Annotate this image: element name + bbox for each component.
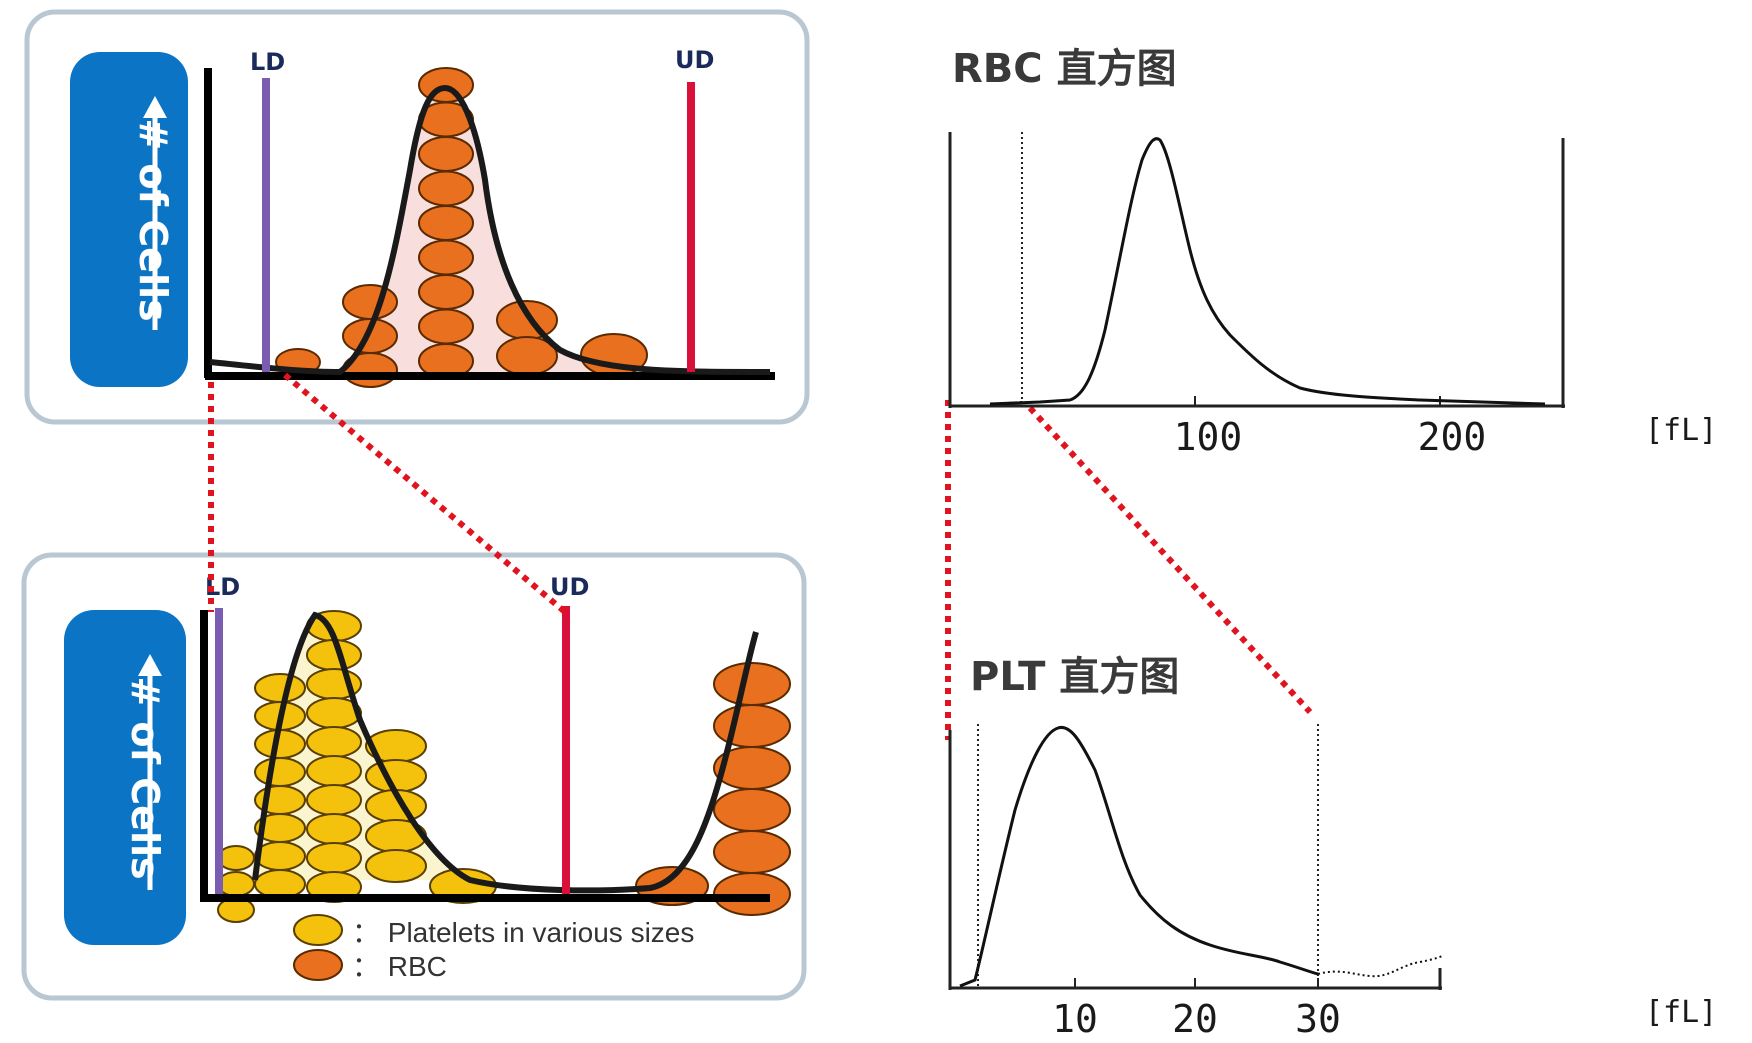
plt-schematic-panel: # of Cells LD UD ： Platelets in various … (21, 552, 807, 1001)
platelet-cell (306, 755, 362, 787)
diagonal-zoom-connector (283, 372, 567, 615)
platelet-cell-icon (293, 914, 343, 946)
rbc-cell (418, 308, 474, 345)
ud-label: UD (550, 573, 589, 601)
rbc-cell (418, 205, 474, 241)
rbc-histogram-title: RBC 直方图 (952, 46, 1177, 92)
rbc-histogram: RBC 直方图 100 200 [fL] (948, 46, 1717, 459)
y-axis-label-box (70, 52, 188, 387)
platelet-cell (306, 784, 362, 816)
up-arrow-head-icon (143, 96, 167, 118)
platelet-cell (254, 841, 306, 871)
rbc-cell-icon (293, 949, 343, 981)
rbc-cell (418, 274, 474, 310)
rbc-cell (713, 704, 791, 748)
plt-histogram: PLT 直方图 10 20 30 [fL] (948, 654, 1717, 1041)
rbc-cell (418, 136, 474, 172)
rbc-cell-stack (635, 662, 791, 916)
x-tick-label: 20 (1172, 997, 1218, 1041)
rbc-cell (713, 788, 791, 832)
rbc-cell-stack (275, 67, 648, 388)
unit-label: [fL] (1645, 995, 1717, 1030)
unit-label: [fL] (1645, 413, 1717, 448)
platelet-cell (254, 673, 306, 703)
legend-rbc-text: ： RBC (352, 951, 447, 982)
platelet-cell (365, 759, 427, 793)
rbc-cell (418, 67, 474, 103)
y-axis-label-box (64, 610, 186, 945)
y-axis-caption: # of Cells (123, 676, 167, 879)
ld-label: LD (250, 48, 285, 76)
ud-label: UD (675, 46, 714, 74)
rbc-cell (496, 300, 558, 340)
plt-histogram-tail (1317, 955, 1443, 978)
rbc-schematic-panel: # of Cells LD UD (24, 9, 810, 425)
legend-platelet-text: ： Platelets in various sizes (352, 917, 694, 948)
rbc-cell (713, 662, 791, 706)
platelet-cell (217, 845, 255, 871)
platelet-cell (306, 726, 362, 758)
platelet-cell (217, 871, 255, 897)
rbc-cell (342, 284, 398, 320)
platelet-cell (254, 757, 306, 787)
platelet-cell (365, 849, 427, 883)
rbc-plt-diagonal-connector (1027, 405, 1313, 715)
legend: ： Platelets in various sizes ： RBC (293, 914, 694, 982)
platelet-cell (254, 869, 306, 899)
rbc-cell (418, 170, 474, 207)
up-arrow-head-icon (138, 654, 162, 676)
zoom-connectors (208, 372, 1313, 740)
x-tick-label: 30 (1295, 997, 1341, 1041)
x-tick-label: 10 (1052, 997, 1098, 1041)
x-tick-label: 200 (1418, 415, 1487, 459)
platelet-cell (306, 813, 362, 845)
rbc-histogram-curve (989, 137, 1546, 406)
rbc-distribution-curve (209, 84, 771, 376)
platelet-cell (306, 842, 362, 874)
rbc-cell (418, 239, 474, 276)
plt-distribution-curve (252, 611, 759, 894)
rbc-cell (713, 830, 791, 874)
plt-histogram-title: PLT 直方图 (970, 654, 1179, 700)
plt-histogram-curve (959, 725, 1319, 988)
rbc-histogram-tail (989, 401, 1023, 405)
x-tick-label: 100 (1174, 415, 1243, 459)
